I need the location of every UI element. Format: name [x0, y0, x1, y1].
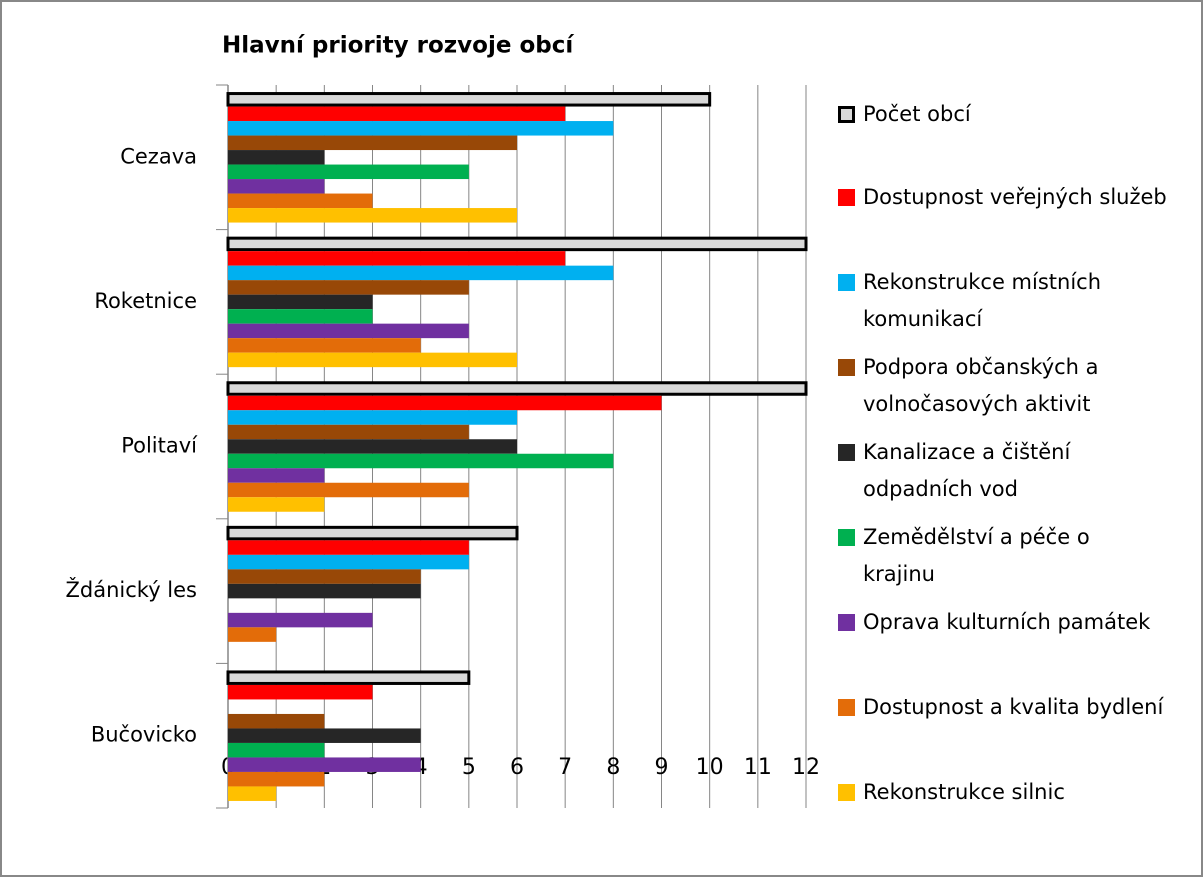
bar — [228, 497, 325, 512]
bar — [228, 583, 421, 599]
legend-swatch — [838, 274, 855, 291]
x-tick-label: 11 — [744, 755, 772, 780]
bar — [228, 280, 469, 295]
legend-swatch — [838, 359, 855, 376]
bar — [228, 309, 373, 324]
bar — [228, 728, 421, 743]
bar — [228, 135, 517, 151]
legend-item: Rekonstrukce místních komunikací — [838, 264, 1168, 338]
bar — [228, 265, 614, 281]
bar — [228, 453, 614, 469]
bar — [228, 439, 517, 454]
x-tick-label: 9 — [655, 755, 669, 780]
bar — [226, 670, 471, 685]
bar — [228, 713, 325, 729]
legend-item: Kanalizace a čištění odpadních vod — [838, 434, 1168, 508]
y-tick-label: Bučovicko — [91, 723, 197, 747]
bar — [228, 757, 421, 772]
bar — [228, 150, 325, 165]
x-tick-label: 7 — [558, 755, 572, 780]
legend-item: Dostupnost a kvalita bydlení — [838, 689, 1168, 726]
legend-label: Zemědělství a péče o krajinu — [863, 525, 1090, 586]
bar — [228, 424, 469, 440]
bar — [228, 352, 517, 368]
legend-swatch — [838, 699, 855, 716]
legend-swatch — [838, 614, 855, 631]
x-tick-label: 12 — [792, 755, 820, 780]
legend-label: Rekonstrukce silnic — [863, 780, 1065, 804]
bar — [228, 482, 469, 498]
bar — [228, 786, 277, 801]
legend-item: Počet obcí — [838, 96, 1168, 133]
legend-swatch — [838, 444, 855, 461]
bar — [228, 121, 614, 136]
legend-swatch — [838, 784, 855, 801]
legend-label: Počet obcí — [863, 102, 971, 126]
legend-label: Podpora občanských a volnočasových aktiv… — [863, 355, 1099, 416]
legend-item: Zemědělství a péče o krajinu — [838, 519, 1168, 593]
x-tick-label: 10 — [696, 755, 724, 780]
legend-item: Rekonstrukce silnic — [838, 774, 1168, 811]
bar — [228, 323, 469, 339]
bar — [228, 106, 566, 122]
legend-swatch — [838, 106, 855, 123]
bar — [226, 92, 712, 107]
legend-label: Dostupnost a kvalita bydlení — [863, 695, 1164, 719]
x-tick-label: 8 — [606, 755, 620, 780]
bar — [228, 684, 373, 700]
bar — [228, 164, 469, 180]
bar — [228, 208, 517, 223]
y-tick-label: Politaví — [121, 434, 198, 458]
legend-label: Kanalizace a čištění odpadních vod — [863, 440, 1071, 501]
y-tick-label: Roketnice — [94, 289, 197, 313]
legend-item: Podpora občanských a volnočasových aktiv… — [838, 349, 1168, 423]
bar — [228, 569, 421, 584]
bar — [226, 525, 519, 541]
y-tick-label: Ždánický les — [66, 577, 198, 602]
bar — [226, 381, 808, 396]
y-tick-label: Cezava — [120, 144, 197, 168]
bar — [228, 338, 421, 353]
chart-title: Hlavní priority rozvoje obcí — [222, 33, 574, 59]
legend-label: Dostupnost veřejných služeb — [863, 185, 1167, 209]
legend-item: Dostupnost veřejných služeb — [838, 179, 1168, 216]
bar — [228, 179, 325, 194]
bar — [228, 554, 469, 570]
bar — [228, 294, 373, 310]
bar — [228, 251, 566, 266]
bar — [228, 771, 325, 787]
bar — [228, 410, 517, 425]
bar — [228, 193, 373, 209]
bar — [228, 742, 325, 758]
bar — [228, 540, 469, 555]
x-tick-label: 5 — [462, 755, 476, 780]
bar — [228, 468, 325, 483]
legend-swatch — [838, 189, 855, 206]
legend-label: Oprava kulturních památek — [863, 610, 1151, 634]
legend-label: Rekonstrukce místních komunikací — [863, 270, 1102, 331]
legend-item: Oprava kulturních památek — [838, 604, 1168, 641]
bar — [228, 395, 662, 411]
bar — [226, 236, 808, 252]
legend-swatch — [838, 529, 855, 546]
x-tick-label: 6 — [510, 755, 524, 780]
bar — [228, 627, 277, 642]
bar — [228, 612, 373, 628]
